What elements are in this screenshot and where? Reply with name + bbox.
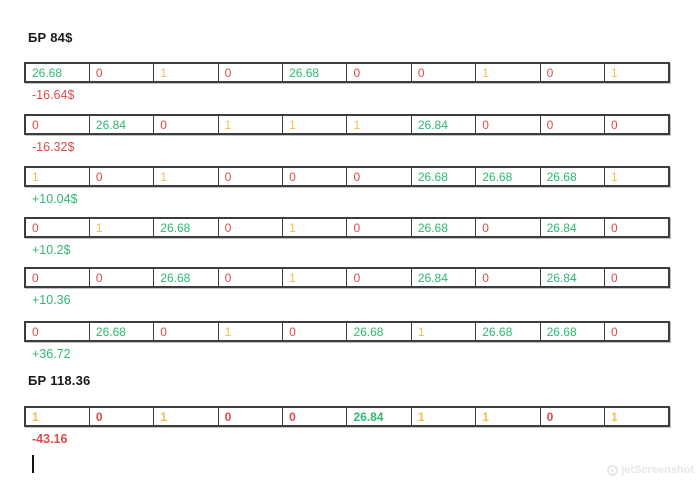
value-cell[interactable]: 26.68 bbox=[410, 167, 476, 186]
value-cell[interactable]: 26.68 bbox=[88, 322, 154, 341]
value-cell[interactable]: 0 bbox=[346, 167, 412, 186]
value-cell[interactable]: 0 bbox=[539, 63, 605, 82]
table-row: 26.68 0 1 0 26.68 0 0 1 0 1 bbox=[25, 63, 669, 82]
value-cell[interactable]: 0 bbox=[32, 220, 39, 235]
value-cell[interactable]: 1 bbox=[282, 218, 347, 237]
value-cell[interactable]: 1 bbox=[410, 407, 476, 426]
table-row: 1 0 1 0 0 26.84 1 1 0 1 bbox=[25, 407, 669, 426]
value-cell[interactable]: 0 bbox=[32, 324, 39, 339]
value-row-table: 0 1 26.68 0 1 0 26.68 0 26.84 0 bbox=[24, 217, 670, 238]
value-row-table: 26.68 0 1 0 26.68 0 0 1 0 1 bbox=[24, 62, 670, 83]
value-cell[interactable]: 0 bbox=[475, 115, 541, 134]
value-cell[interactable]: 0 bbox=[217, 63, 283, 82]
value-cell[interactable]: 1 bbox=[410, 322, 476, 341]
value-cell[interactable]: 1 bbox=[153, 167, 219, 186]
value-cell[interactable]: 26.84 bbox=[539, 268, 605, 287]
value-cell[interactable]: 1 bbox=[346, 115, 412, 134]
value-cell[interactable]: 26.84 bbox=[410, 268, 476, 287]
value-cell[interactable]: 1 bbox=[282, 115, 347, 134]
value-cell[interactable]: 0 bbox=[410, 63, 476, 82]
value-cell[interactable]: 0 bbox=[604, 115, 669, 134]
value-cell[interactable]: 0 bbox=[346, 268, 412, 287]
result-label: -16.32$ bbox=[32, 140, 75, 154]
value-cell[interactable]: 26.68 bbox=[282, 63, 347, 82]
table-row: 0 0 26.68 0 1 0 26.84 0 26.84 0 bbox=[25, 268, 669, 287]
value-cell[interactable]: 0 bbox=[153, 115, 219, 134]
value-cell[interactable]: 0 bbox=[88, 167, 154, 186]
value-cell[interactable]: 1 bbox=[475, 407, 541, 426]
value-row-table: 0 26.84 0 1 1 1 26.84 0 0 0 bbox=[24, 114, 670, 135]
value-cell[interactable]: 1 bbox=[88, 218, 154, 237]
result-label: +10.2$ bbox=[32, 243, 71, 257]
value-cell[interactable]: 1 bbox=[217, 322, 283, 341]
value-cell[interactable]: 26.68 bbox=[539, 167, 605, 186]
value-cell[interactable]: 0 bbox=[217, 407, 283, 426]
value-cell[interactable]: 0 bbox=[282, 407, 347, 426]
value-cell[interactable]: 0 bbox=[604, 268, 669, 287]
value-cell[interactable]: 0 bbox=[604, 218, 669, 237]
value-cell[interactable]: 1 bbox=[153, 63, 219, 82]
value-cell[interactable]: 1 bbox=[282, 268, 347, 287]
value-cell[interactable]: 1 bbox=[604, 63, 669, 82]
result-label: +10.04$ bbox=[32, 192, 78, 206]
value-cell[interactable]: 26.84 bbox=[410, 115, 476, 134]
value-cell[interactable]: 26.84 bbox=[88, 115, 154, 134]
value-cell[interactable]: 0 bbox=[346, 63, 412, 82]
value-row-table: 0 26.68 0 1 0 26.68 1 26.68 26.68 0 bbox=[24, 321, 670, 342]
value-cell[interactable]: 0 bbox=[282, 322, 347, 341]
value-cell[interactable]: 1 bbox=[153, 407, 219, 426]
value-cell[interactable]: 26.84 bbox=[346, 407, 412, 426]
value-cell[interactable]: 0 bbox=[539, 115, 605, 134]
value-cell[interactable]: 0 bbox=[475, 218, 541, 237]
value-cell[interactable]: 0 bbox=[604, 322, 669, 341]
value-cell[interactable]: 26.68 bbox=[153, 268, 219, 287]
value-cell[interactable]: 0 bbox=[88, 63, 154, 82]
value-cell[interactable]: 0 bbox=[217, 167, 283, 186]
section-title: БР 84$ bbox=[28, 30, 73, 45]
jetscreenshot-logo-icon bbox=[607, 464, 619, 476]
result-label: +10.36 bbox=[32, 293, 71, 307]
value-cell[interactable]: 0 bbox=[346, 218, 412, 237]
table-row: 1 0 1 0 0 0 26.68 26.68 26.68 1 bbox=[25, 167, 669, 186]
result-label: +36.72 bbox=[32, 347, 71, 361]
value-cell[interactable]: 0 bbox=[88, 268, 154, 287]
table-row: 0 26.68 0 1 0 26.68 1 26.68 26.68 0 bbox=[25, 322, 669, 341]
value-cell[interactable]: 0 bbox=[88, 407, 154, 426]
value-cell[interactable]: 26.84 bbox=[539, 218, 605, 237]
value-cell[interactable]: 26.68 bbox=[153, 218, 219, 237]
result-label: -43.16 bbox=[32, 432, 68, 446]
value-cell[interactable]: 26.68 bbox=[346, 322, 412, 341]
text-cursor bbox=[32, 455, 34, 473]
value-cell[interactable]: 0 bbox=[475, 268, 541, 287]
value-cell[interactable]: 0 bbox=[217, 268, 283, 287]
value-cell[interactable]: 0 bbox=[217, 218, 283, 237]
value-cell[interactable]: 26.68 bbox=[475, 322, 541, 341]
value-cell[interactable]: 26.68 bbox=[475, 167, 541, 186]
value-cell[interactable]: 0 bbox=[153, 322, 219, 341]
value-cell[interactable]: 1 bbox=[32, 409, 39, 424]
watermark-label: jetScreenshot bbox=[621, 464, 694, 476]
value-cell[interactable]: 0 bbox=[32, 270, 39, 285]
value-cell[interactable]: 1 bbox=[32, 169, 39, 184]
value-cell[interactable]: 1 bbox=[604, 167, 669, 186]
watermark: jetScreenshot bbox=[607, 464, 694, 476]
table-row: 0 26.84 0 1 1 1 26.84 0 0 0 bbox=[25, 115, 669, 134]
value-cell[interactable]: 0 bbox=[32, 117, 39, 132]
value-cell[interactable]: 26.68 bbox=[410, 218, 476, 237]
value-cell[interactable]: 1 bbox=[604, 407, 669, 426]
value-row-table: 0 0 26.68 0 1 0 26.84 0 26.84 0 bbox=[24, 267, 670, 288]
value-row-table: 1 0 1 0 0 26.84 1 1 0 1 bbox=[24, 406, 670, 427]
table-row: 0 1 26.68 0 1 0 26.68 0 26.84 0 bbox=[25, 218, 669, 237]
value-cell[interactable]: 0 bbox=[539, 407, 605, 426]
value-cell[interactable]: 26.68 bbox=[32, 65, 63, 80]
result-label: -16.64$ bbox=[32, 88, 75, 102]
value-row-table: 1 0 1 0 0 0 26.68 26.68 26.68 1 bbox=[24, 166, 670, 187]
value-cell[interactable]: 0 bbox=[282, 167, 347, 186]
value-cell[interactable]: 1 bbox=[475, 63, 541, 82]
value-cell[interactable]: 1 bbox=[217, 115, 283, 134]
value-cell[interactable]: 26.68 bbox=[539, 322, 605, 341]
section-title: БР 118.36 bbox=[28, 373, 91, 388]
